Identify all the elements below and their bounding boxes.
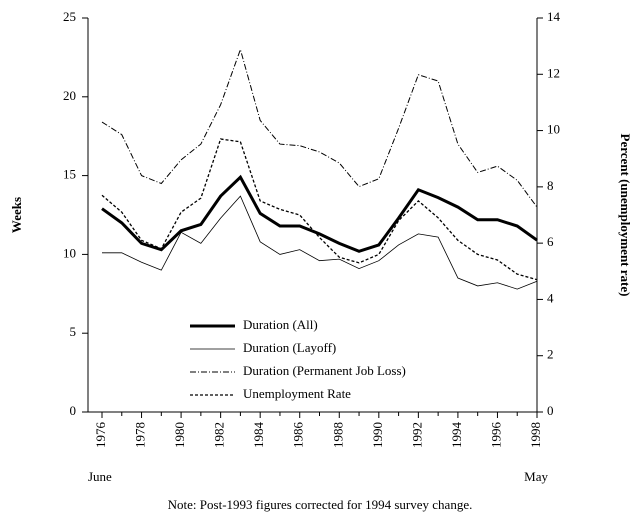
x-tick-label: 1994: [449, 422, 464, 449]
y-tick-label: 5: [70, 324, 77, 339]
y-tick-label: 25: [63, 9, 76, 24]
y-tick-label: 20: [63, 88, 76, 103]
x-tick-label: 1990: [370, 422, 385, 448]
note: Note: Post-1993 figures corrected for 19…: [168, 497, 473, 512]
legend-label: Duration (Layoff): [243, 340, 336, 355]
y2-tick-label: 4: [547, 290, 554, 305]
legend-label: Duration (Permanent Job Loss): [243, 363, 406, 378]
x-tick-label: 1978: [133, 422, 148, 448]
y2-tick-label: 10: [547, 122, 560, 137]
x-tick-label: 1988: [330, 422, 345, 448]
y-tick-label: 10: [63, 245, 76, 260]
y2-tick-label: 12: [547, 65, 560, 80]
y2-tick-label: 2: [547, 347, 554, 362]
y2-tick-label: 8: [547, 178, 554, 193]
x-tick-label: 1980: [172, 422, 187, 448]
series-line: [102, 195, 538, 290]
y2-tick-label: 0: [547, 403, 554, 418]
y2-tick-label: 14: [547, 9, 561, 24]
x-start-label: June: [88, 469, 112, 484]
y2-axis-label: Percent (unemployment rate): [618, 134, 633, 297]
y-tick-label: 0: [70, 403, 77, 418]
x-tick-label: 1996: [488, 422, 503, 449]
x-tick-label: 1982: [212, 422, 227, 448]
x-tick-label: 1992: [409, 422, 424, 448]
x-tick-label: 1984: [251, 422, 266, 449]
legend-label: Unemployment Rate: [243, 386, 351, 401]
series-line: [101, 174, 538, 253]
legend-label: Duration (All): [243, 317, 318, 332]
y-tick-label: 15: [63, 167, 76, 182]
x-tick-label: 1976: [93, 422, 108, 449]
x-end-label: May: [524, 469, 548, 484]
x-tick-label: 1998: [528, 422, 543, 448]
series-line: [101, 47, 538, 208]
y-axis-label: Weeks: [9, 197, 24, 233]
x-tick-label: 1986: [291, 422, 306, 449]
series-line: [101, 138, 538, 281]
y2-tick-label: 6: [547, 234, 554, 249]
